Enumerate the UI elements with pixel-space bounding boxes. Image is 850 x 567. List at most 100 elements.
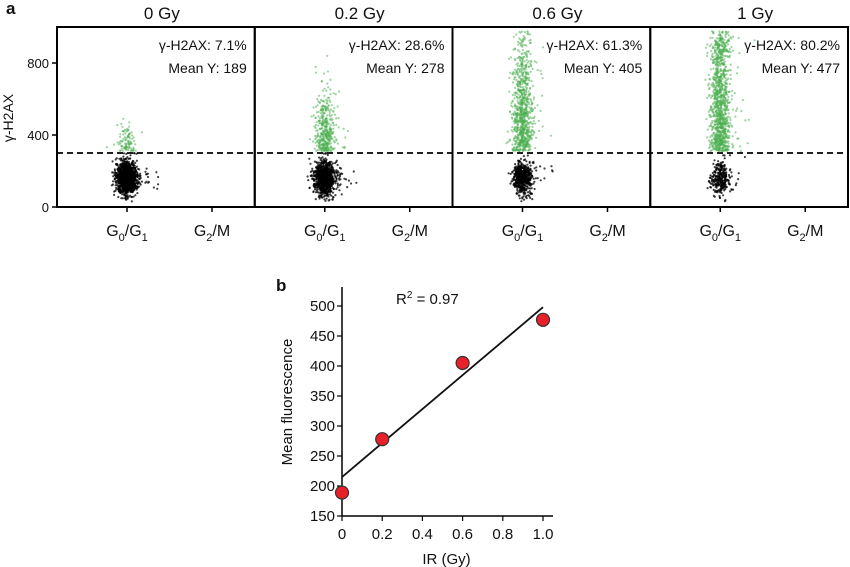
flow-event xyxy=(128,121,131,124)
flow-event xyxy=(322,144,325,147)
flow-event xyxy=(317,100,320,103)
flow-event xyxy=(516,129,519,132)
flow-event xyxy=(522,107,525,110)
flow-event xyxy=(516,114,519,117)
flow-event xyxy=(520,173,523,176)
flow-event xyxy=(527,101,530,104)
flow-event xyxy=(340,193,343,196)
flow-event xyxy=(330,104,333,107)
flow-event xyxy=(520,200,523,203)
flow-event xyxy=(514,104,517,108)
flow-event xyxy=(129,163,132,166)
flow-event xyxy=(136,176,139,179)
flow-event xyxy=(324,199,327,202)
flow-event xyxy=(522,86,525,89)
flow-event xyxy=(121,125,124,128)
flow-event xyxy=(527,172,530,175)
flow-event xyxy=(715,132,718,135)
flow-event xyxy=(133,164,136,167)
flow-event xyxy=(512,149,515,152)
flow-event xyxy=(330,170,333,174)
flow-event xyxy=(319,181,322,184)
flow-event xyxy=(323,139,327,143)
flow-event xyxy=(513,172,516,175)
flow-event xyxy=(113,178,116,181)
flow-event xyxy=(529,52,532,56)
flow-event xyxy=(316,182,319,185)
flow-event xyxy=(139,176,142,180)
flow-event xyxy=(511,126,514,129)
flow-event xyxy=(531,170,534,173)
flow-plot-x-tick-label: G0/G1 xyxy=(304,223,346,244)
flow-event xyxy=(320,127,323,130)
flow-event xyxy=(527,33,530,36)
flow-event xyxy=(332,92,335,95)
flow-event xyxy=(329,123,332,126)
flow-event xyxy=(517,161,520,164)
flow-event xyxy=(709,36,712,39)
flow-event xyxy=(145,173,148,176)
flow-event xyxy=(535,166,538,169)
flow-event xyxy=(318,138,321,141)
flow-event xyxy=(715,48,719,52)
flow-event xyxy=(116,187,120,190)
flow-event xyxy=(514,106,517,109)
flow-event xyxy=(322,177,325,180)
flow-event xyxy=(524,66,528,69)
flow-event xyxy=(116,124,119,127)
flow-event xyxy=(329,127,332,130)
flow-event xyxy=(329,150,332,153)
flow-event xyxy=(520,107,523,111)
flow-event xyxy=(520,42,523,45)
flow-event xyxy=(515,120,518,124)
flow-event xyxy=(729,63,732,66)
flow-event xyxy=(518,64,521,67)
flow-event xyxy=(520,112,524,115)
flow-event xyxy=(722,70,725,74)
flow-event xyxy=(129,183,132,186)
flow-event xyxy=(507,172,510,175)
flow-event xyxy=(323,87,326,90)
flow-event xyxy=(125,185,128,188)
flow-event xyxy=(123,163,126,166)
flow-event xyxy=(711,52,714,56)
flow-event xyxy=(330,146,333,149)
flow-event xyxy=(333,173,336,176)
flow-event xyxy=(515,63,518,66)
flow-event xyxy=(521,96,524,99)
flow-event xyxy=(727,34,730,37)
flow-event xyxy=(534,177,537,180)
flow-event xyxy=(114,158,117,161)
flow-event xyxy=(335,123,338,127)
flow-event xyxy=(536,104,539,107)
flow-event xyxy=(529,178,532,181)
flow-event xyxy=(524,177,527,180)
flow-event xyxy=(326,153,329,157)
flow-event xyxy=(327,195,330,198)
flow-event xyxy=(527,128,531,131)
flow-event xyxy=(332,182,335,186)
flow-plot-title: 0.2 Gy xyxy=(335,4,386,23)
flow-event xyxy=(324,120,327,123)
flow-event xyxy=(735,109,738,112)
flow-event xyxy=(317,191,320,194)
flow-event xyxy=(533,96,536,99)
flow-event xyxy=(124,132,127,135)
flow-event xyxy=(519,157,523,160)
flow-event xyxy=(521,39,524,42)
flow-event xyxy=(736,107,739,110)
flow-event xyxy=(527,194,530,197)
flow-event xyxy=(320,163,323,166)
flow-event xyxy=(521,65,524,69)
flow-event xyxy=(146,175,150,179)
flow-event xyxy=(329,118,332,122)
flow-event xyxy=(728,116,732,119)
flow-event xyxy=(324,119,327,122)
flow-event xyxy=(516,189,519,192)
flow-event xyxy=(723,139,726,142)
flow-event xyxy=(524,191,527,195)
flow-event xyxy=(506,130,509,133)
flow-event xyxy=(724,36,727,39)
flow-event xyxy=(550,165,553,168)
